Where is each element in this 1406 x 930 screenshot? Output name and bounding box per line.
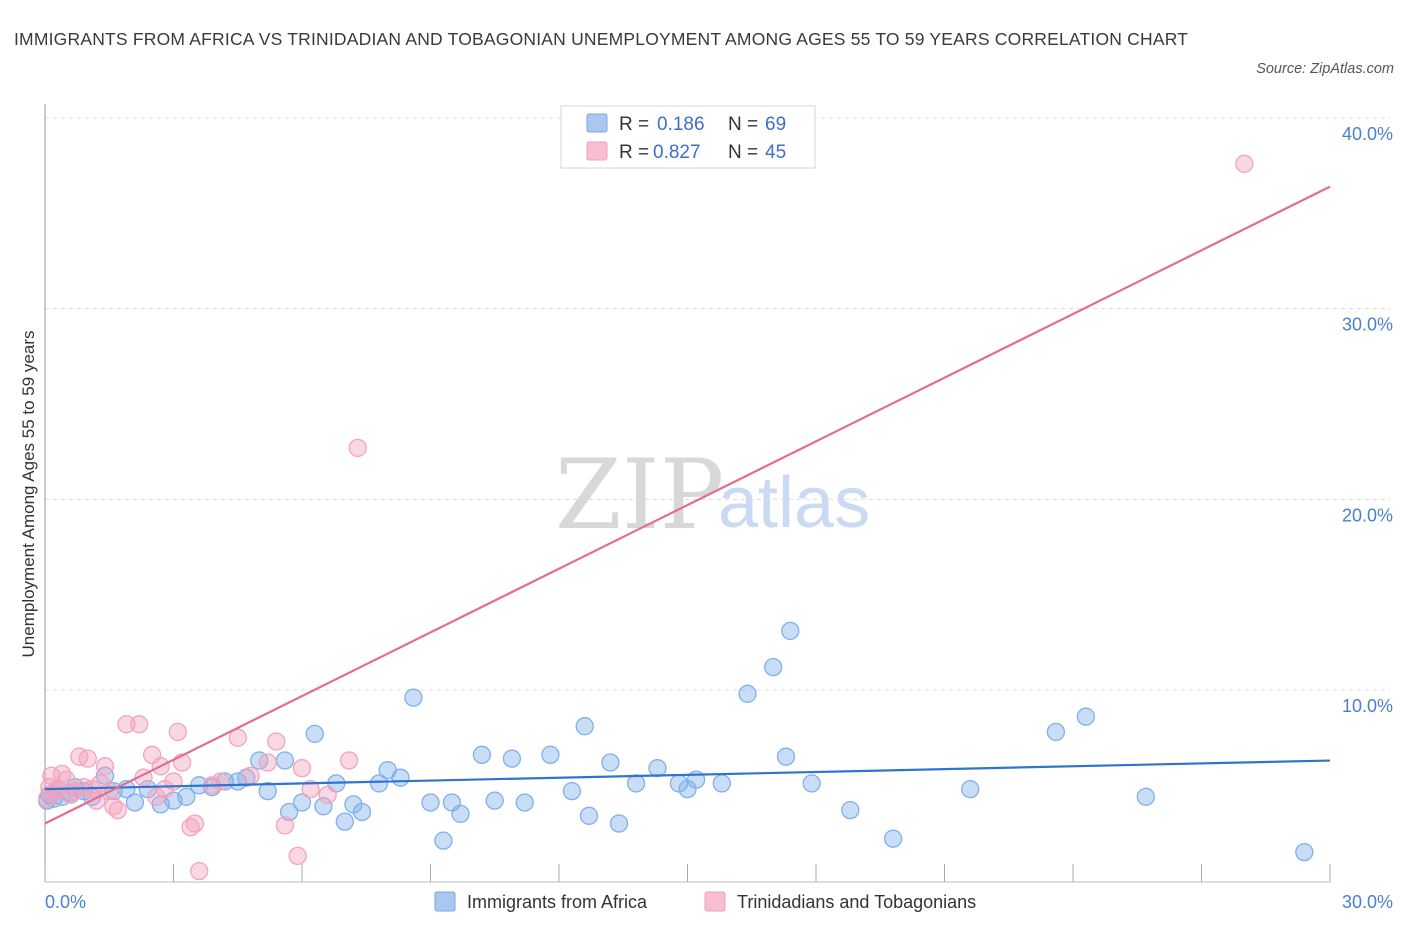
data-point-africa	[515, 793, 534, 812]
data-point-africa	[434, 831, 453, 850]
data-points	[37, 154, 1314, 881]
data-point-africa	[738, 684, 757, 703]
data-point-trinidad	[130, 715, 149, 734]
data-point-africa	[472, 745, 492, 764]
legend-r-value-trinidad: 0.827	[653, 142, 701, 163]
data-point-africa	[841, 800, 860, 820]
bottom-legend-swatch-africa	[434, 891, 456, 912]
watermark-atlas: atlas	[718, 463, 870, 543]
legend: R = 0.186 N = 69 R = 0.827 N = 45	[560, 105, 816, 169]
x-tick-label: 30.0%	[1342, 892, 1393, 912]
chart-source: Source: ZipAtlas.com	[1256, 61, 1394, 77]
data-point-africa	[1136, 787, 1155, 806]
bottom-legend-label-africa: Immigrants from Africa	[467, 892, 648, 912]
data-point-trinidad	[258, 753, 277, 772]
trend-lines	[44, 185, 1331, 825]
data-point-africa	[802, 774, 821, 793]
data-point-africa	[609, 814, 629, 833]
data-point-trinidad	[168, 722, 187, 742]
data-point-trinidad	[301, 779, 320, 799]
data-point-africa	[575, 717, 594, 736]
data-point-africa	[404, 688, 423, 707]
y-tick-label: 30.0%	[1342, 315, 1393, 335]
data-point-trinidad	[78, 749, 97, 768]
data-point-africa	[292, 793, 312, 812]
y-tick-labels: 10.0% 20.0% 30.0% 40.0%	[1342, 124, 1393, 716]
data-point-africa	[485, 791, 504, 810]
trend-line-africa	[44, 759, 1331, 791]
data-point-trinidad	[292, 759, 312, 778]
data-point-trinidad	[348, 438, 367, 458]
bottom-legend-label-trinidad: Trinidadians and Tobagonians	[737, 892, 976, 912]
legend-swatch-trinidad	[586, 141, 608, 161]
legend-r-label: R =	[619, 114, 649, 135]
data-point-trinidad	[288, 846, 307, 866]
data-point-trinidad	[190, 861, 209, 881]
data-point-africa	[275, 751, 295, 770]
data-point-africa	[258, 781, 277, 801]
data-point-africa	[314, 797, 333, 816]
data-point-trinidad	[339, 751, 359, 770]
trend-line-trinidad	[44, 185, 1331, 825]
bottom-legend: Immigrants from Africa Trinidadians and …	[434, 891, 976, 912]
x-tick-label: 0.0%	[45, 892, 86, 912]
data-point-trinidad	[95, 757, 115, 776]
data-point-trinidad	[228, 728, 247, 747]
data-point-trinidad	[1235, 154, 1254, 173]
data-point-africa	[177, 787, 196, 806]
x-tick-labels: 0.0% 30.0%	[45, 892, 1393, 912]
y-axis-label: Unemployment Among Ages 55 to 59 years	[19, 331, 38, 658]
bottom-legend-swatch-trinidad	[704, 891, 726, 912]
data-point-africa	[1046, 722, 1066, 742]
data-point-africa	[579, 806, 599, 825]
legend-n-label: N =	[728, 114, 758, 135]
data-point-africa	[125, 793, 145, 812]
data-point-trinidad	[211, 772, 230, 791]
data-point-africa	[305, 724, 324, 744]
data-point-trinidad	[117, 715, 136, 734]
data-point-africa	[562, 781, 582, 801]
data-point-africa	[648, 759, 667, 778]
grid-lines	[45, 117, 1390, 691]
data-point-africa	[451, 804, 470, 824]
chart-title: IMMIGRANTS FROM AFRICA VS TRINIDADIAN AN…	[14, 29, 1189, 49]
data-point-africa	[712, 774, 731, 793]
legend-swatch-africa	[586, 113, 608, 133]
data-point-africa	[369, 774, 389, 793]
x-ticks	[44, 864, 1331, 882]
data-point-africa	[352, 802, 372, 822]
data-point-africa	[541, 745, 560, 764]
data-point-africa	[601, 753, 620, 772]
data-point-trinidad	[241, 766, 260, 785]
data-point-africa	[1076, 707, 1096, 726]
data-point-africa	[764, 657, 783, 677]
data-point-africa	[776, 747, 796, 766]
data-point-africa	[279, 802, 299, 822]
y-tick-label: 20.0%	[1342, 505, 1393, 525]
data-point-africa	[502, 749, 522, 768]
legend-n-label: N =	[728, 142, 758, 163]
data-point-trinidad	[318, 785, 337, 805]
legend-n-value-trinidad: 45	[765, 142, 786, 163]
legend-n-value-africa: 69	[765, 114, 786, 135]
data-point-africa	[335, 812, 354, 831]
data-point-trinidad	[267, 732, 286, 751]
data-point-africa	[781, 621, 800, 641]
data-point-africa	[1295, 842, 1314, 862]
data-point-trinidad	[275, 816, 295, 835]
data-point-trinidad	[108, 800, 127, 820]
y-tick-label: 40.0%	[1342, 124, 1393, 144]
data-point-trinidad	[185, 814, 205, 833]
data-point-africa	[883, 829, 903, 848]
legend-r-value-africa: 0.186	[657, 114, 705, 135]
legend-r-label: R =	[619, 142, 649, 163]
data-point-africa	[626, 774, 646, 793]
data-point-africa	[421, 793, 440, 812]
y-tick-label: 10.0%	[1342, 696, 1393, 716]
watermark-zip: ZIP	[555, 439, 724, 551]
data-point-africa	[961, 779, 980, 799]
data-point-africa	[391, 768, 410, 787]
